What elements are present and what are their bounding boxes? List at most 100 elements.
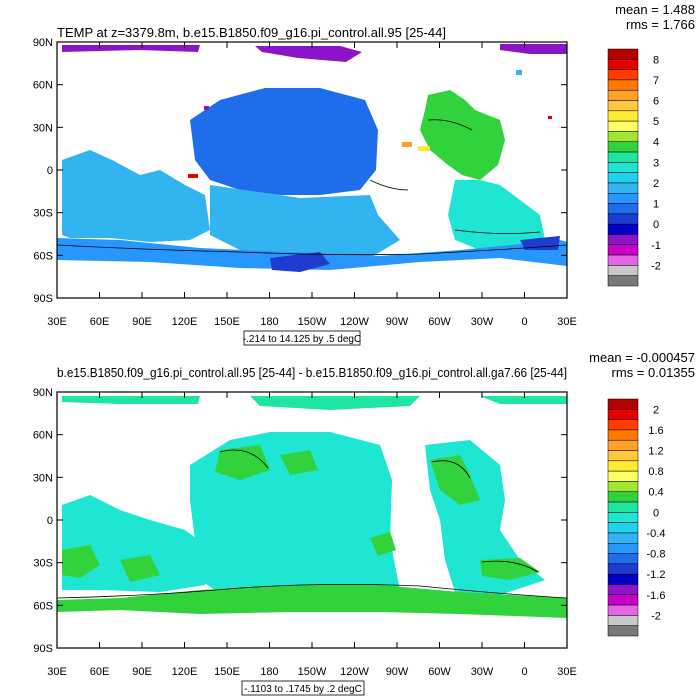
y-tick-label: 90N: [33, 387, 53, 399]
colorbar-box: [607, 182, 639, 194]
colorbar-label: -1.2: [647, 569, 666, 581]
colorbar-box: [607, 481, 639, 492]
colorbar-box: [607, 275, 639, 287]
x-tick-label: 150E: [214, 316, 240, 328]
colorbar-box: [607, 59, 639, 70]
panel-2-arctic: [62, 396, 200, 404]
x-tick-label: 90E: [132, 316, 152, 328]
colorbar-box: [607, 512, 639, 523]
y-tick-label: 90S: [33, 293, 53, 305]
colorbar-box: [607, 254, 639, 266]
y-tick-label: 30N: [33, 122, 53, 134]
x-tick-label: 90E: [132, 666, 152, 678]
colorbar-label: 2: [653, 404, 659, 416]
colorbar-box: [607, 141, 639, 153]
colorbar-box: [607, 573, 639, 585]
colorbar-box: [607, 234, 639, 246]
panel-1-south-atlantic: [448, 180, 545, 250]
x-tick-label: 120E: [172, 666, 198, 678]
colorbar-box: [607, 429, 639, 441]
colorbar-box: [607, 522, 639, 534]
colorbar-label: -0.4: [647, 528, 666, 540]
x-tick-label: 90W: [386, 316, 409, 328]
colorbar-box: [607, 398, 639, 410]
colorbar-box: [607, 563, 639, 575]
colorbar-box: [607, 501, 639, 513]
x-tick-label: 30E: [557, 666, 577, 678]
panel-1: TEMP at z=3379.8m, b.e15.B1850.f09_g16.p…: [33, 2, 695, 346]
colorbar-box: [607, 131, 639, 142]
x-tick-label: 60W: [428, 316, 451, 328]
colorbar-box: [607, 203, 639, 215]
y-tick-label: 60N: [33, 80, 53, 92]
colorbar-label: 1.6: [648, 425, 663, 437]
colorbar-label: 1: [653, 199, 659, 211]
colorbar-box: [607, 110, 639, 122]
colorbar-box: [607, 162, 639, 173]
colorbar-box: [607, 409, 639, 420]
colorbar-box: [607, 543, 639, 554]
colorbar-box: [607, 419, 639, 431]
colorbar-box: [607, 439, 639, 451]
x-tick-label: 60E: [90, 316, 110, 328]
colorbar-box: [607, 460, 639, 472]
x-tick-label: 0: [521, 666, 527, 678]
colorbar-label: -1.6: [647, 590, 666, 602]
colorbar-box: [607, 553, 639, 565]
colorbar-label: 6: [653, 96, 659, 108]
x-tick-label: 30E: [47, 316, 67, 328]
colorbar-label: 0: [653, 507, 659, 519]
colorbar-box: [607, 213, 639, 225]
colorbar-box: [607, 151, 639, 163]
colorbar-box: [607, 491, 639, 503]
colorbar-box: [607, 594, 639, 606]
colorbar-box: [607, 625, 639, 637]
panel-1-contour-info-box: [243, 330, 361, 346]
colorbar-label: -2: [651, 260, 661, 272]
colorbar-label: 2: [653, 178, 659, 190]
colorbar-label: -2: [651, 610, 661, 622]
colorbar-box: [607, 450, 639, 462]
colorbar-label: 3: [653, 157, 659, 169]
x-tick-label: 30E: [557, 316, 577, 328]
colorbar-box: [607, 120, 639, 132]
panel-1-contour-info: -.214 to 14.125 by .5 degC: [243, 334, 361, 345]
panel-2-field: [57, 392, 567, 648]
panel-2-mean: mean = -0.000457: [589, 350, 695, 365]
x-tick-label: 60W: [428, 666, 451, 678]
panel-1-north-pacific: [190, 88, 378, 195]
colorbar-label: -0.8: [647, 549, 666, 561]
colorbar-box: [607, 79, 639, 91]
y-tick-label: 0: [47, 165, 53, 177]
colorbar-box: [607, 48, 639, 60]
colorbar-box: [607, 100, 639, 112]
y-tick-label: 90N: [33, 37, 53, 49]
y-tick-label: 30S: [33, 208, 53, 220]
colorbar-box: [607, 470, 639, 482]
x-tick-label: 30E: [47, 666, 67, 678]
colorbar-label: -1: [651, 240, 661, 252]
x-tick-label: 150W: [298, 316, 327, 328]
panel-2-rms: rms = 0.01355: [612, 365, 695, 380]
y-tick-label: 60S: [33, 250, 53, 262]
colorbar-box: [607, 265, 639, 276]
x-tick-label: 150E: [214, 666, 240, 678]
colorbar-label: 1.2: [648, 446, 663, 458]
panel-1-title: TEMP at z=3379.8m, b.e15.B1850.f09_g16.p…: [57, 25, 446, 40]
panel-1-field: [57, 42, 567, 298]
colorbar-box: [607, 193, 639, 204]
panel-1-arctic: [62, 45, 200, 52]
x-tick-label: 0: [521, 316, 527, 328]
panel-2-southern-ocean: [57, 585, 567, 618]
y-tick-label: 0: [47, 515, 53, 527]
x-tick-label: 30W: [471, 316, 494, 328]
panel-2-contour-info: -.1103 to .1745 by .2 degC: [244, 684, 362, 695]
colorbar-box: [607, 89, 639, 101]
colorbar-box: [607, 69, 639, 81]
panel-2-indian-ocean: [62, 495, 205, 592]
panel-1-north-atlantic: [420, 90, 505, 180]
x-tick-label: 150W: [298, 666, 327, 678]
x-tick-label: 180: [260, 316, 278, 328]
colorbar-label: 7: [653, 75, 659, 87]
